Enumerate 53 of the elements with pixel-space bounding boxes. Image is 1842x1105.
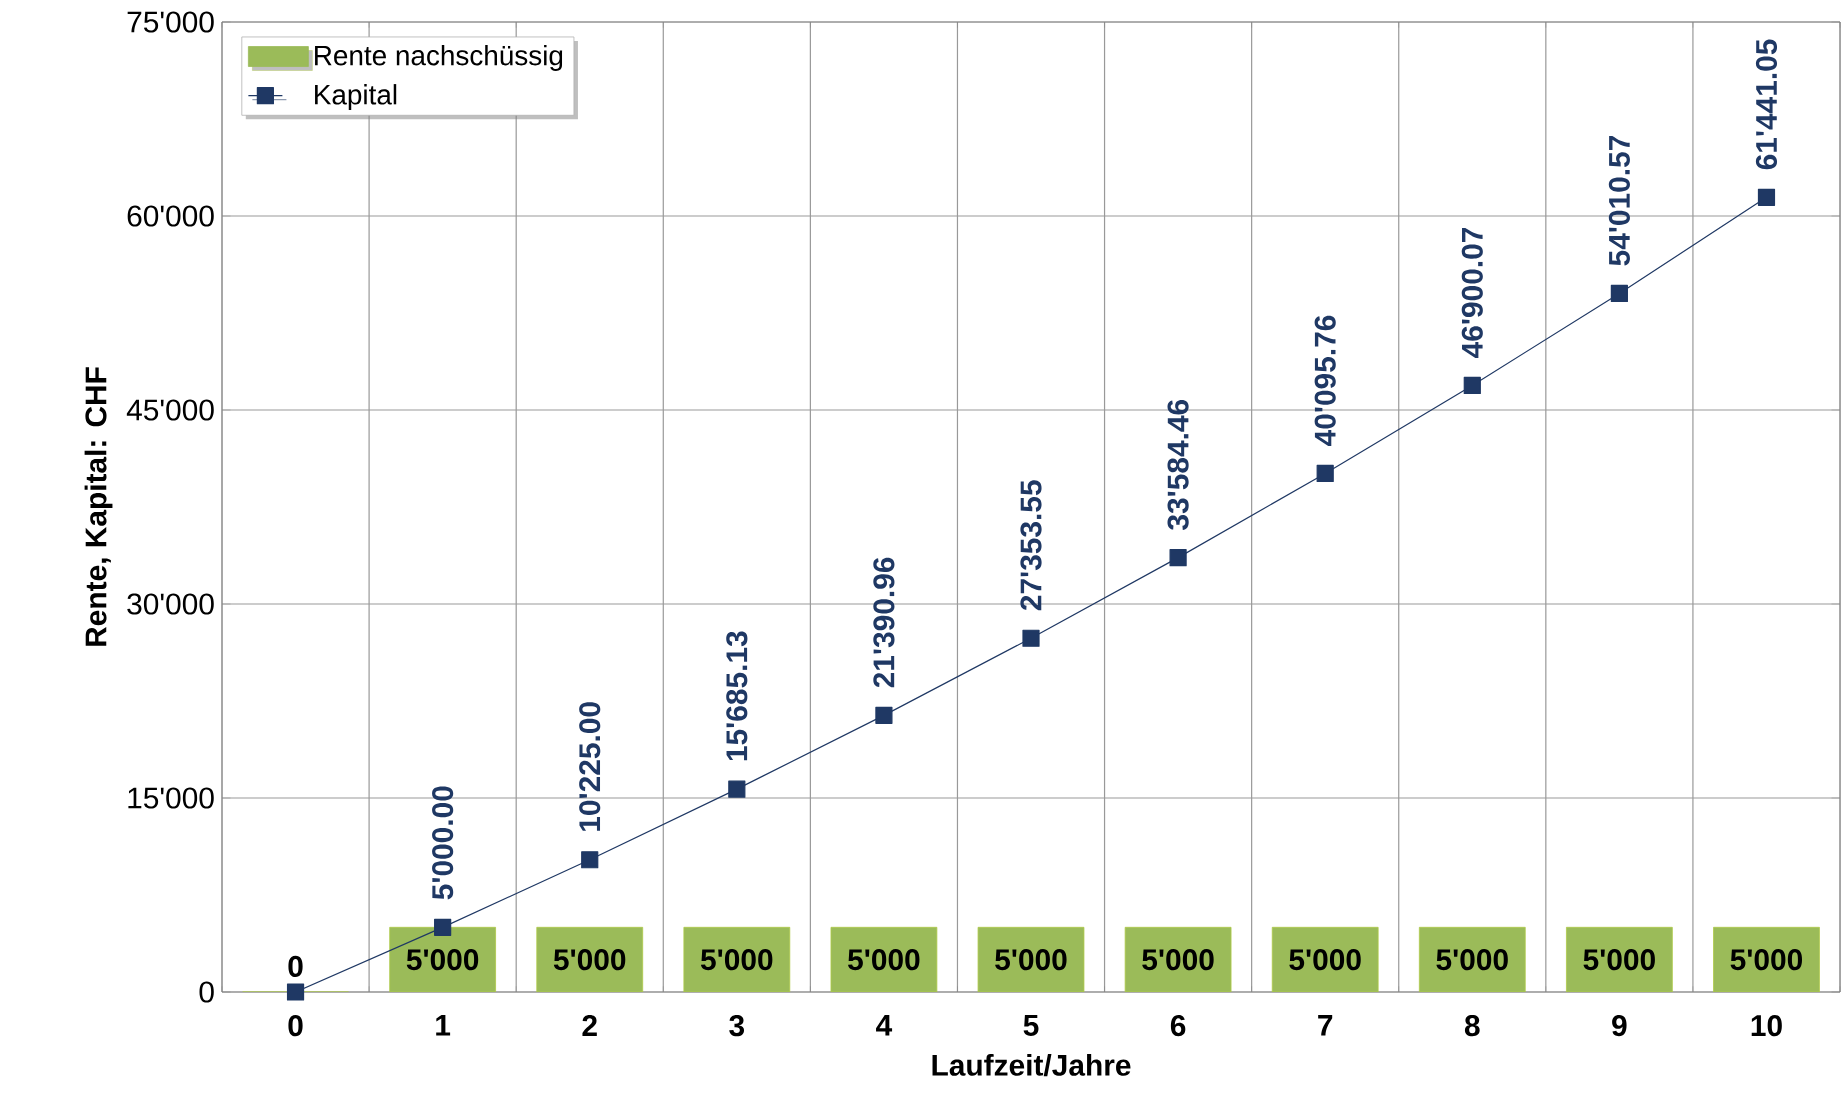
data-label: 5'000 <box>1436 949 1508 971</box>
point <box>434 918 452 936</box>
point <box>581 851 599 869</box>
legend-label: Kapital <box>315 84 397 111</box>
x-tick-label: 8 <box>1464 1015 1480 1037</box>
data-label: 5'000.00 <box>432 786 454 900</box>
x-tick-label: 7 <box>1318 1015 1333 1036</box>
x-tick-label: 10 <box>1751 1015 1782 1037</box>
data-label: 5'000 <box>1730 949 1803 971</box>
data-label: 5'000 <box>1583 949 1655 971</box>
point <box>1757 188 1776 206</box>
x-tick-label: 5 <box>1023 1015 1039 1036</box>
data-label: 21'390.96 <box>873 557 895 688</box>
y-tick-label: 15'000 <box>128 787 214 809</box>
point <box>1022 629 1040 647</box>
x-tick-label: 3 <box>729 1015 745 1037</box>
x-tick-label: 0 <box>288 1015 303 1037</box>
x-tick-label: 4 <box>876 1015 893 1036</box>
data-label: 5'000 <box>553 949 626 971</box>
data-label: 40'095.76 <box>1314 315 1336 446</box>
y-tick-label: 30'000 <box>127 593 214 615</box>
point <box>1169 549 1187 567</box>
data-label: 33'584.46 <box>1167 399 1189 530</box>
x-tick-label: 6 <box>1170 1015 1186 1037</box>
point <box>875 706 893 724</box>
legend-label: Rente nachschüssig <box>315 44 563 71</box>
point <box>1610 284 1628 303</box>
data-label: 5'000 <box>1289 949 1361 971</box>
data-label: 5'000 <box>1142 949 1214 971</box>
y-tick-label: 45'000 <box>126 399 214 421</box>
data-label: 0 <box>288 955 303 977</box>
data-label: 5'000 <box>848 949 920 971</box>
data-label: 5'000 <box>406 949 479 971</box>
data-label: 5'000 <box>700 949 773 971</box>
data-label: 27'353.55 <box>1020 480 1042 611</box>
data-label: 10'225.00 <box>579 702 601 831</box>
point <box>1316 464 1334 483</box>
data-label: 15'685.13 <box>726 631 748 761</box>
data-label: 5'000 <box>995 949 1067 971</box>
y-tick-label: 0 <box>199 981 214 1003</box>
y-tick-label: 75'000 <box>127 11 214 33</box>
x-tick-label: 2 <box>582 1015 597 1036</box>
x-tick-label: 9 <box>1612 1015 1627 1037</box>
data-label: 54'010.57 <box>1608 135 1630 266</box>
point <box>286 983 305 1001</box>
data-label: 46'900.07 <box>1461 227 1483 358</box>
data-label: 61'441.05 <box>1755 39 1778 170</box>
point <box>1463 376 1481 395</box>
point <box>728 780 746 798</box>
y-tick-label: 60'000 <box>127 205 214 227</box>
x-axis-title: Laufzeit/Jahre <box>932 1053 1131 1077</box>
x-tick-label: 1 <box>436 1015 451 1036</box>
y-axis-title: Rente, Kapital: CHF <box>84 367 113 646</box>
